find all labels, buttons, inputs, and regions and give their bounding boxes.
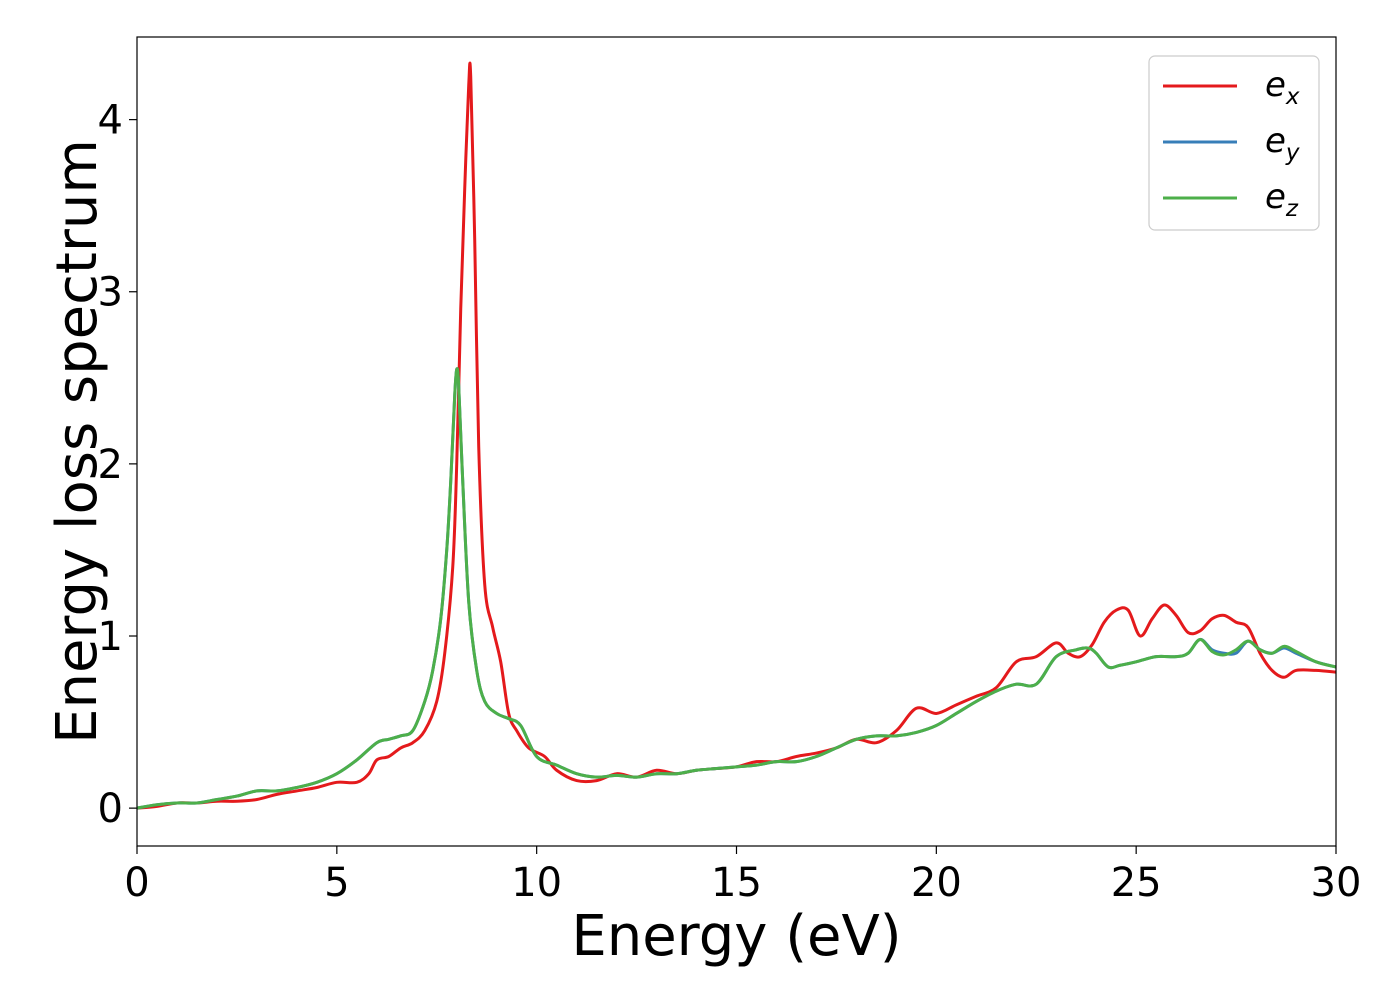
ticks-layer: 0 5 10 15 20 25 30 0 1 2 3 4	[98, 98, 1362, 906]
y-tick-label: 3	[98, 270, 123, 316]
y-tick-label: 0	[98, 786, 123, 832]
x-tick-label: 30	[1311, 860, 1362, 906]
y-tick-label: 2	[98, 442, 123, 488]
legend-label-x: ex	[1265, 65, 1300, 110]
y-axis-title: Energy loss spectrum	[45, 139, 110, 744]
x-tick-label: 20	[911, 860, 962, 906]
x-tick-label: 15	[711, 860, 762, 906]
legend-label-z: ez	[1265, 177, 1299, 222]
series-layer	[137, 61, 1336, 810]
legend-label-sub: z	[1285, 196, 1299, 222]
x-tick-label: 0	[124, 860, 149, 906]
x-tick-label: 25	[1111, 860, 1162, 906]
legend-label-base: e	[1265, 65, 1286, 105]
y-tick-label: 1	[98, 614, 123, 660]
x-tick-label: 10	[511, 860, 562, 906]
legend-label-base: e	[1265, 121, 1286, 161]
legend-label-sub: x	[1285, 84, 1300, 110]
series-line-y	[137, 367, 1336, 810]
x-axis-title: Energy (eV)	[571, 904, 901, 969]
x-tick-label: 5	[324, 860, 349, 906]
series-line-z	[137, 367, 1336, 810]
legend-label-y: ey	[1265, 121, 1300, 166]
legend-label-base: e	[1265, 177, 1286, 217]
legend-label-sub: y	[1285, 140, 1300, 166]
y-tick-label: 4	[98, 98, 123, 144]
